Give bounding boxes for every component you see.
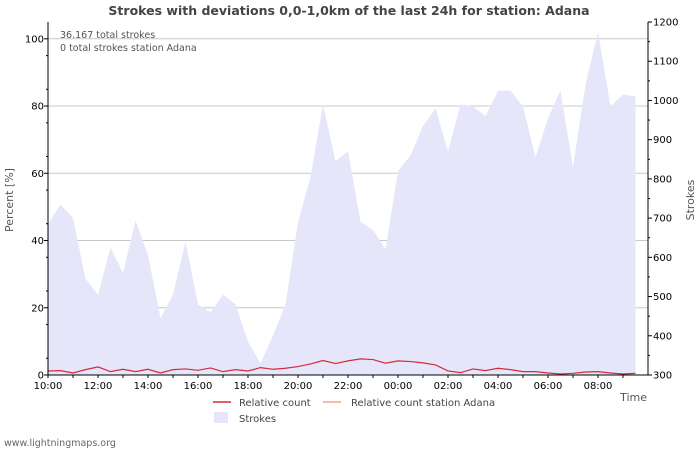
annotation-station-strokes: 0 total strokes station Adana (60, 43, 197, 54)
right-tick-label: 300 (653, 371, 672, 382)
right-tick-label: 800 (653, 174, 672, 185)
x-tick-label: 20:00 (284, 381, 313, 392)
x-tick-label: 16:00 (184, 381, 213, 392)
annotation-total-strokes: 36.167 total strokes (60, 30, 155, 41)
x-axis-ticks: 10:00 12:00 14:00 16:00 18:00 20:00 22:00 00:00… (34, 375, 624, 392)
relative-count-line-layer (47, 358, 636, 375)
x-tick-label: 06:00 (534, 381, 563, 392)
legend: Relative count Relative count station Ad… (213, 398, 495, 425)
legend-swatch-strokes (214, 412, 228, 423)
right-tick-label: 400 (653, 331, 672, 342)
x-tick-label: 22:00 (334, 381, 363, 392)
footer-credit: www.lightningmaps.org (4, 438, 116, 449)
left-tick-label: 40 (31, 236, 44, 247)
x-tick-label: 14:00 (134, 381, 163, 392)
left-tick-label: 20 (31, 303, 44, 314)
right-tick-label: 1000 (653, 96, 678, 107)
strokes-area-layer (48, 31, 636, 376)
right-tick-label: 1200 (653, 18, 678, 29)
relative-count-line (47, 358, 636, 375)
x-tick-label: 04:00 (484, 381, 513, 392)
x-tick-label: 12:00 (84, 381, 113, 392)
legend-label-relative-count-station: Relative count station Adana (351, 398, 495, 409)
left-axis-label: Percent [%] (3, 168, 16, 232)
left-axis-ticks: 0 20 40 60 80 100 (25, 34, 48, 382)
x-axis-label: Time (619, 391, 647, 404)
right-tick-label: 500 (653, 292, 672, 303)
left-tick-label: 100 (25, 34, 44, 45)
x-tick-label: 18:00 (234, 381, 263, 392)
right-tick-label: 1100 (653, 57, 678, 68)
right-axis-label: Strokes (684, 179, 697, 220)
right-axis-ticks: 300 400 500 600 700 800 900 1000 1100 1200 (648, 18, 678, 382)
legend-label-strokes: Strokes (239, 414, 276, 425)
right-tick-label: 600 (653, 253, 672, 264)
left-tick-label: 80 (31, 102, 44, 113)
strokes-area (48, 31, 636, 376)
chart-title: Strokes with deviations 0,0-1,0km of the… (108, 3, 589, 18)
right-tick-label: 700 (653, 214, 672, 225)
x-tick-label: 08:00 (584, 381, 613, 392)
x-tick-label: 00:00 (384, 381, 413, 392)
left-tick-label: 60 (31, 169, 44, 180)
x-tick-label: 02:00 (434, 381, 463, 392)
right-tick-label: 900 (653, 135, 672, 146)
x-tick-label: 10:00 (34, 381, 63, 392)
left-tick-label: 0 (38, 371, 44, 382)
legend-label-relative-count: Relative count (239, 398, 311, 409)
